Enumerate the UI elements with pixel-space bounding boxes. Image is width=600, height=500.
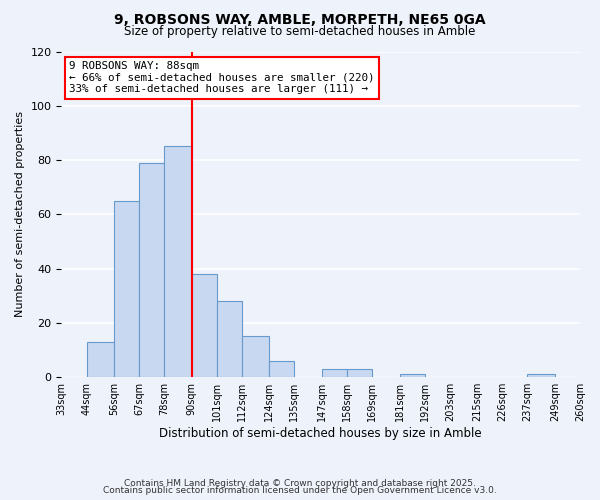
Text: Size of property relative to semi-detached houses in Amble: Size of property relative to semi-detach…: [124, 25, 476, 38]
Bar: [347, 369, 372, 377]
Bar: [86, 342, 114, 377]
Bar: [164, 146, 191, 377]
Y-axis label: Number of semi-detached properties: Number of semi-detached properties: [15, 112, 25, 318]
Text: Contains HM Land Registry data © Crown copyright and database right 2025.: Contains HM Land Registry data © Crown c…: [124, 478, 476, 488]
Bar: [139, 163, 164, 377]
Bar: [217, 301, 242, 377]
Bar: [400, 374, 425, 377]
Bar: [114, 201, 139, 377]
Bar: [242, 336, 269, 377]
Bar: [527, 374, 555, 377]
Bar: [322, 369, 347, 377]
Text: Contains public sector information licensed under the Open Government Licence v3: Contains public sector information licen…: [103, 486, 497, 495]
Bar: [269, 361, 295, 377]
Bar: [191, 274, 217, 377]
Text: 9, ROBSONS WAY, AMBLE, MORPETH, NE65 0GA: 9, ROBSONS WAY, AMBLE, MORPETH, NE65 0GA: [114, 12, 486, 26]
Text: 9 ROBSONS WAY: 88sqm
← 66% of semi-detached houses are smaller (220)
33% of semi: 9 ROBSONS WAY: 88sqm ← 66% of semi-detac…: [69, 62, 374, 94]
X-axis label: Distribution of semi-detached houses by size in Amble: Distribution of semi-detached houses by …: [160, 427, 482, 440]
